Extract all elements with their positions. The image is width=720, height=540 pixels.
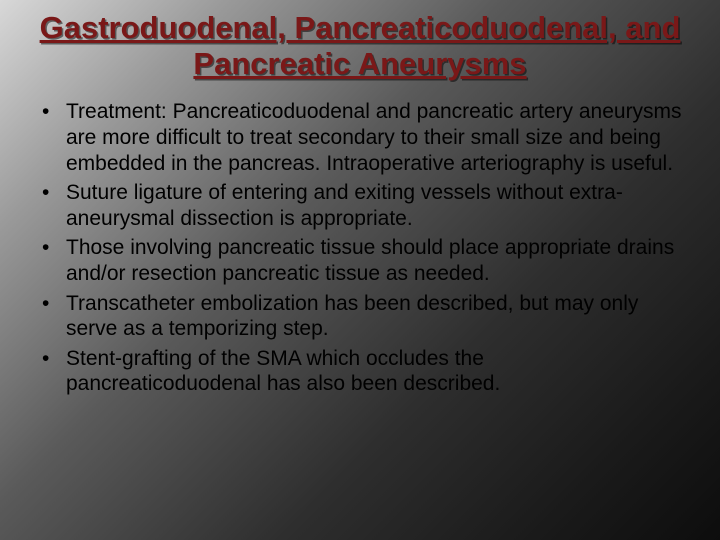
slide-title-block: Gastroduodenal, Pancreaticoduodenal, and… — [30, 10, 690, 81]
list-item: Stent-grafting of the SMA which occludes… — [40, 346, 682, 397]
bullet-list: Treatment: Pancreaticoduodenal and pancr… — [30, 99, 690, 397]
slide-title: Gastroduodenal, Pancreaticoduodenal, and… — [40, 10, 681, 81]
slide: Gastroduodenal, Pancreaticoduodenal, and… — [0, 0, 720, 540]
list-item: Suture ligature of entering and exiting … — [40, 180, 682, 231]
list-item: Those involving pancreatic tissue should… — [40, 235, 682, 286]
list-item: Transcatheter embolization has been desc… — [40, 291, 682, 342]
list-item: Treatment: Pancreaticoduodenal and pancr… — [40, 99, 682, 176]
